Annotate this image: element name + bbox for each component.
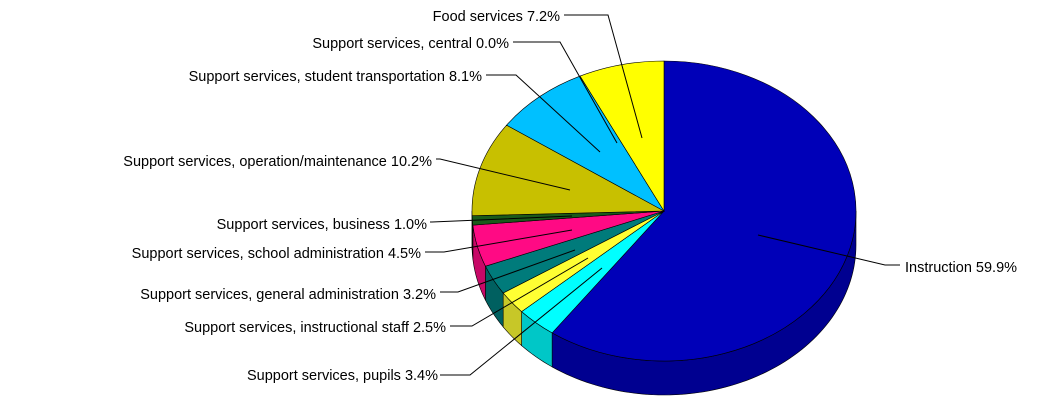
label-general-administration: Support services, general administration… — [140, 287, 436, 303]
leader-support-services-instructional-staff — [450, 257, 589, 327]
slice-labels: Instruction 59.9% Support services, pupi… — [123, 9, 1017, 384]
label-food-services: Food services 7.2% — [433, 9, 560, 25]
label-student-transportation: Support services, student transportation… — [189, 69, 482, 85]
leader-support-services-pupils — [440, 267, 603, 376]
leader-support-services-student-transportation — [486, 74, 601, 153]
leader-instruction — [757, 234, 900, 266]
slice-instruction — [551, 60, 857, 362]
leader-support-services-operation-maintenance — [436, 158, 571, 191]
leader-support-services-school-administration — [425, 229, 573, 253]
label-pupils: Support services, pupils 3.4% — [247, 368, 438, 384]
leader-food-services — [564, 14, 643, 139]
label-central: Support services, central 0.0% — [312, 36, 509, 52]
leader-support-services-business — [430, 215, 573, 223]
label-instructional-staff: Support services, instructional staff 2.… — [184, 320, 446, 336]
pie-slices — [471, 60, 857, 362]
label-business: Support services, business 1.0% — [217, 217, 427, 233]
label-operation-maintenance: Support services, operation/maintenance … — [123, 154, 432, 170]
leader-support-services-general-administration — [440, 249, 576, 293]
label-school-administration: Support services, school administration … — [132, 246, 421, 262]
leader-lines — [425, 14, 900, 376]
leader-support-services-central — [513, 41, 618, 144]
slice-food-services — [579, 60, 665, 213]
label-instruction: Instruction 59.9% — [905, 260, 1017, 276]
